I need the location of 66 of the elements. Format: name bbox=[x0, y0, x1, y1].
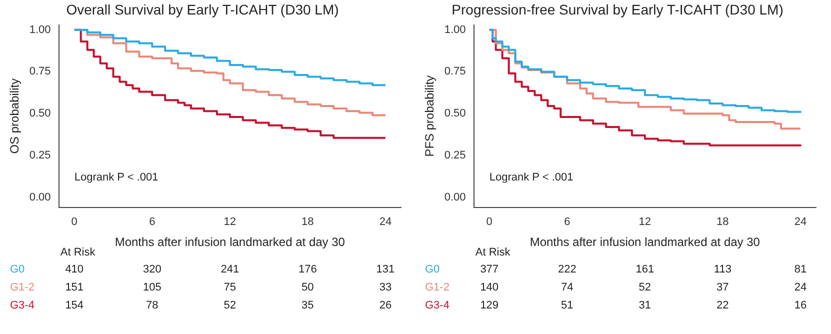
y-tick-label: 0.00 bbox=[444, 191, 466, 204]
x-tick-label: 18 bbox=[302, 216, 314, 228]
text: 22 bbox=[716, 299, 729, 312]
text: 222 bbox=[558, 263, 576, 276]
text: 154 bbox=[65, 299, 84, 312]
text: 52 bbox=[224, 299, 236, 312]
text: G0 bbox=[10, 263, 25, 276]
text: G3-4 bbox=[425, 299, 450, 312]
annotation: Logrank P < .001 bbox=[489, 171, 574, 184]
text: 75 bbox=[224, 281, 236, 294]
text: 50 bbox=[302, 281, 314, 294]
text: G3-4 bbox=[10, 299, 34, 312]
text: 52 bbox=[638, 281, 652, 294]
text: 129 bbox=[480, 299, 499, 312]
x-tick-label: 18 bbox=[716, 216, 729, 228]
text: 410 bbox=[65, 263, 84, 276]
y-tick-label: 0.50 bbox=[444, 108, 466, 120]
text: G1-2 bbox=[425, 281, 450, 294]
y-tick-label: 1.00 bbox=[444, 24, 466, 36]
annotation: Logrank P < .001 bbox=[74, 171, 158, 184]
y-tick-label: 0.00 bbox=[29, 191, 51, 204]
text: 51 bbox=[561, 299, 574, 312]
text: At Risk bbox=[60, 246, 96, 258]
y-axis-title: PFS probability bbox=[422, 75, 437, 157]
text: 78 bbox=[146, 299, 158, 312]
text: 24 bbox=[794, 281, 807, 294]
x-tick-label: 24 bbox=[794, 216, 807, 228]
y-tick-label: 0.50 bbox=[29, 108, 51, 120]
text: 176 bbox=[298, 263, 317, 276]
text: 16 bbox=[794, 299, 807, 312]
text: 140 bbox=[480, 281, 499, 294]
text: 377 bbox=[480, 263, 499, 276]
x-axis-title: Months after infusion landmarked at day 30 bbox=[530, 235, 760, 250]
text: G1-2 bbox=[10, 281, 34, 294]
text: 33 bbox=[379, 281, 392, 294]
text: 241 bbox=[220, 263, 240, 276]
text: 320 bbox=[142, 263, 162, 276]
x-tick-label: 0 bbox=[71, 216, 78, 228]
chart-title: Progression-free Survival by Early T-ICAHT (D30 LM) bbox=[452, 1, 784, 18]
text: At Risk bbox=[475, 246, 511, 258]
y-tick-label: 0.75 bbox=[444, 66, 466, 78]
x-tick-label: 0 bbox=[486, 216, 492, 228]
text: 31 bbox=[638, 299, 652, 312]
x-tick-label: 12 bbox=[638, 216, 652, 228]
y-tick-label: 0.25 bbox=[29, 150, 51, 162]
text: 151 bbox=[65, 281, 84, 294]
text: 35 bbox=[302, 299, 314, 312]
y-tick-label: 1.00 bbox=[29, 24, 51, 36]
y-tick-label: 0.75 bbox=[29, 66, 51, 78]
text: 161 bbox=[636, 263, 654, 276]
chart-title: Overall Survival by Early T-ICAHT (D30 LM) bbox=[66, 1, 339, 18]
y-tick-label: 0.25 bbox=[444, 150, 466, 162]
text: 81 bbox=[794, 263, 807, 276]
text: 113 bbox=[714, 263, 732, 276]
x-tick-label: 12 bbox=[224, 216, 236, 228]
y-axis-title: OS probability bbox=[8, 78, 22, 154]
x-tick-label: 6 bbox=[149, 216, 156, 228]
x-tick-label: 24 bbox=[379, 216, 392, 228]
text: 37 bbox=[716, 281, 729, 294]
x-tick-label: 6 bbox=[564, 216, 570, 228]
x-axis-title: Months after infusion landmarked at day 30 bbox=[114, 235, 346, 250]
text: 74 bbox=[561, 281, 574, 294]
text: 26 bbox=[379, 299, 392, 312]
text: 131 bbox=[376, 263, 395, 276]
text: G0 bbox=[425, 263, 440, 276]
text: 105 bbox=[142, 281, 162, 294]
